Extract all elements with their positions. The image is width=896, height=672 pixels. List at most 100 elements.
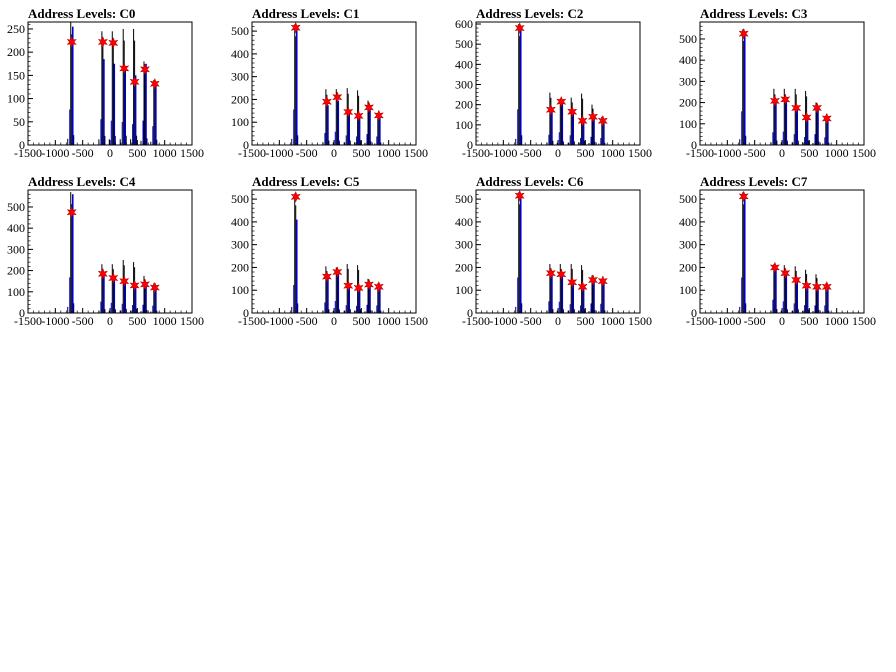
- plot-frame: [251, 21, 417, 146]
- x-tick-label: 500: [800, 314, 818, 328]
- x-tick-label: -500: [520, 314, 542, 328]
- peak-marker: [587, 110, 599, 123]
- x-tick-label: 500: [128, 314, 146, 328]
- x-tick-label: 1500: [628, 146, 652, 160]
- chart-panel-2: Address Levels: C2 0 100 200 300 400 500 600 -15…: [455, 6, 652, 160]
- plot-frame: [475, 21, 641, 146]
- peak-marker: [108, 36, 119, 49]
- peak-marker: [97, 267, 109, 280]
- y-tick-label: 300: [455, 238, 473, 252]
- peak-marker: [587, 274, 599, 286]
- x-tick-label: -500: [72, 314, 94, 328]
- x-tick-label: -1500: [686, 314, 714, 328]
- chart-title: Address Levels: C2: [476, 6, 583, 21]
- y-tick-label: 300: [679, 238, 697, 252]
- x-tick-label: 500: [128, 146, 146, 160]
- y-tick-label: 400: [231, 215, 249, 229]
- peak-marker: [149, 281, 160, 294]
- peak-marker: [780, 267, 791, 280]
- chart-title: Address Levels: C5: [252, 174, 360, 189]
- y-tick-label: 0: [467, 138, 473, 152]
- x-tick-label: 1500: [404, 146, 428, 160]
- chart-title: Address Levels: C3: [700, 6, 808, 21]
- chart-panel-5: Address Levels: C50100200300400500-1500-…: [231, 174, 428, 328]
- peak-marker: [821, 280, 832, 293]
- x-tick-label: 0: [555, 146, 561, 160]
- peak-marker: [290, 21, 301, 34]
- x-tick-label: -1000: [41, 146, 69, 160]
- peak-marker: [577, 114, 588, 127]
- peak-marker: [373, 280, 384, 293]
- peak-marker: [567, 105, 578, 118]
- y-tick-label: 100: [7, 92, 25, 106]
- chart-panel-0: Address Levels: C0 0 50 100 150 200 250 -1500 -1…: [7, 6, 204, 160]
- y-tick-label: 0: [691, 306, 697, 320]
- y-tick-label: 100: [679, 117, 697, 131]
- peak-marker: [811, 101, 823, 114]
- y-tick-label: 100: [455, 118, 473, 132]
- x-tick-label: -1500: [238, 314, 266, 328]
- y-tick-label: 400: [455, 215, 473, 229]
- x-tick-label: -500: [520, 146, 542, 160]
- peak-marker: [66, 206, 77, 219]
- y-tick-label: 0: [19, 138, 25, 152]
- peak-marker: [801, 111, 812, 124]
- x-tick-label: 0: [779, 314, 785, 328]
- peak-marker: [363, 101, 375, 114]
- peak-marker: [332, 91, 343, 104]
- peak-marker: [780, 93, 791, 106]
- x-tick-label: 1500: [852, 146, 876, 160]
- peak-marker: [343, 106, 354, 118]
- x-tick-label: 1000: [601, 314, 625, 328]
- x-tick-label: -1500: [462, 146, 490, 160]
- y-tick-label: 200: [679, 260, 697, 274]
- x-tick-label: 1500: [852, 314, 876, 328]
- x-tick-label: 1000: [377, 146, 401, 160]
- x-tick-label: -500: [72, 146, 94, 160]
- chart-title: Address Levels: C1: [252, 6, 359, 21]
- x-tick-label: 1500: [180, 146, 204, 160]
- x-tick-label: -1500: [462, 314, 490, 328]
- peak-marker: [567, 276, 578, 289]
- peak-marker: [139, 63, 151, 76]
- peak-marker: [149, 77, 160, 90]
- y-tick-label: 0: [243, 306, 249, 320]
- y-tick-label: 200: [455, 260, 473, 274]
- peak-marker: [353, 109, 364, 122]
- peak-marker: [514, 189, 525, 202]
- peak-marker: [353, 281, 364, 294]
- peak-marker: [343, 279, 354, 292]
- peak-marker: [139, 278, 151, 291]
- peak-marker: [738, 190, 749, 203]
- peak-marker: [514, 22, 525, 34]
- x-tick-label: 500: [352, 314, 370, 328]
- chart-panel-4: Address Levels: C40100200300400500-1500-…: [7, 174, 204, 328]
- x-tick-label: 500: [352, 146, 370, 160]
- peak-marker: [545, 267, 557, 280]
- y-tick-label: 100: [7, 285, 25, 299]
- chart-title: Address Levels: C6: [476, 174, 584, 189]
- x-tick-label: 0: [107, 314, 113, 328]
- y-tick-label: 0: [19, 306, 25, 320]
- peak-marker: [321, 270, 333, 283]
- x-tick-label: -1000: [489, 314, 517, 328]
- x-tick-label: 0: [331, 146, 337, 160]
- y-tick-label: 500: [679, 32, 697, 46]
- y-tick-label: 200: [7, 264, 25, 278]
- y-tick-label: 50: [13, 115, 25, 129]
- peak-marker: [129, 279, 140, 292]
- peak-marker: [769, 94, 781, 107]
- peak-marker: [597, 275, 608, 288]
- peak-marker: [811, 280, 823, 293]
- x-tick-label: 0: [555, 314, 561, 328]
- y-tick-label: 400: [679, 215, 697, 229]
- peak-marker: [769, 261, 781, 274]
- x-tick-label: 500: [576, 146, 594, 160]
- y-tick-label: 200: [679, 96, 697, 110]
- peak-marker: [738, 27, 749, 40]
- x-tick-label: 500: [800, 146, 818, 160]
- peak-marker: [119, 62, 130, 75]
- y-tick-label: 500: [455, 192, 473, 206]
- y-tick-label: 100: [455, 283, 473, 297]
